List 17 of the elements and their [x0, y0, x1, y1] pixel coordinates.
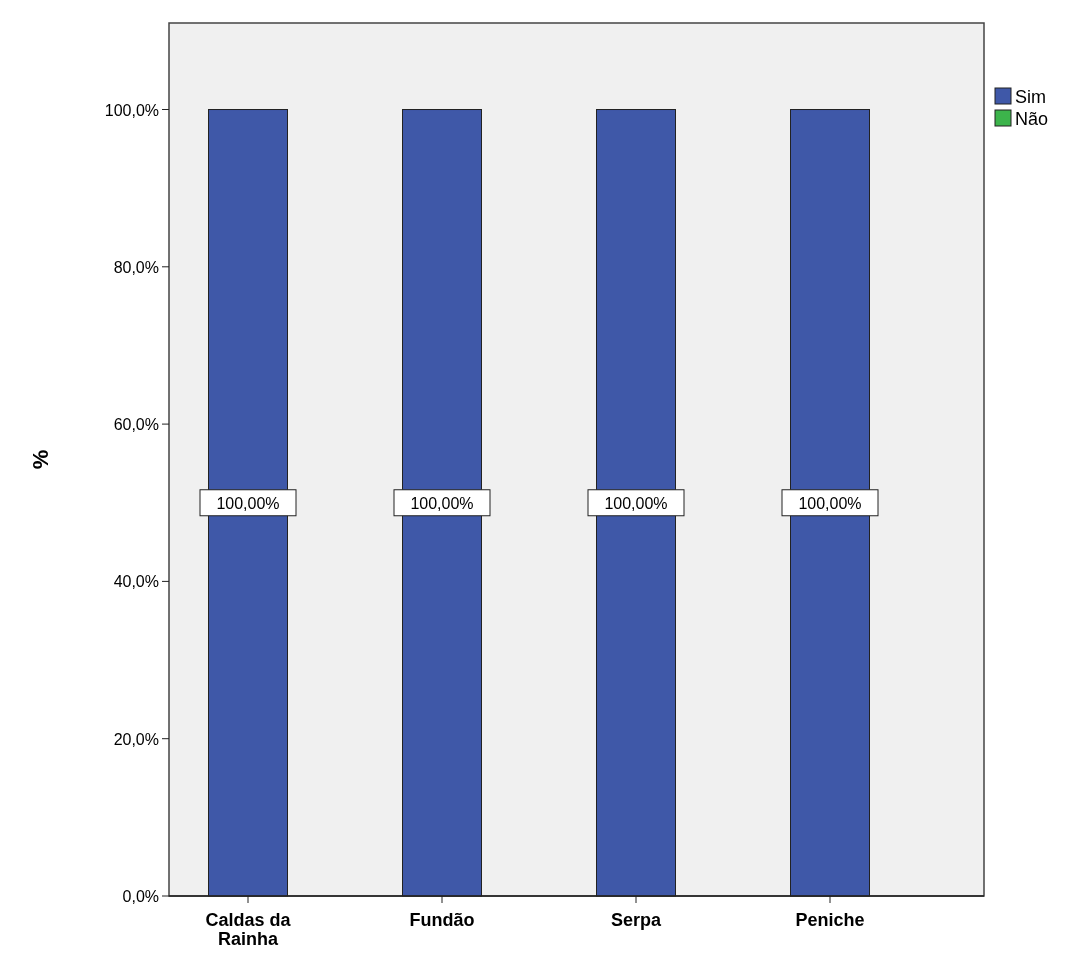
y-tick-label: 80,0%	[113, 258, 159, 276]
x-tick-label: Serpa	[610, 910, 662, 930]
x-tick-label: Peniche	[795, 910, 865, 930]
y-tick-label: 40,0%	[113, 573, 159, 591]
data-label: 100,00%	[604, 494, 668, 512]
y-tick-label: 20,0%	[113, 730, 159, 748]
x-tick-label: Fundão	[409, 910, 475, 930]
x-tick-label: Caldas da Rainha	[205, 910, 292, 949]
data-label: 100,00%	[216, 494, 280, 512]
legend-label: Sim	[1015, 87, 1046, 107]
legend-label: Não	[1015, 109, 1049, 129]
y-tick-label: 60,0%	[113, 416, 159, 434]
y-tick-label: 0,0%	[122, 888, 159, 905]
y-axis-title: %	[28, 449, 53, 470]
y-tick-label: 100,0%	[104, 101, 159, 119]
data-label: 100,00%	[798, 494, 862, 512]
data-label: 100,00%	[410, 494, 474, 512]
